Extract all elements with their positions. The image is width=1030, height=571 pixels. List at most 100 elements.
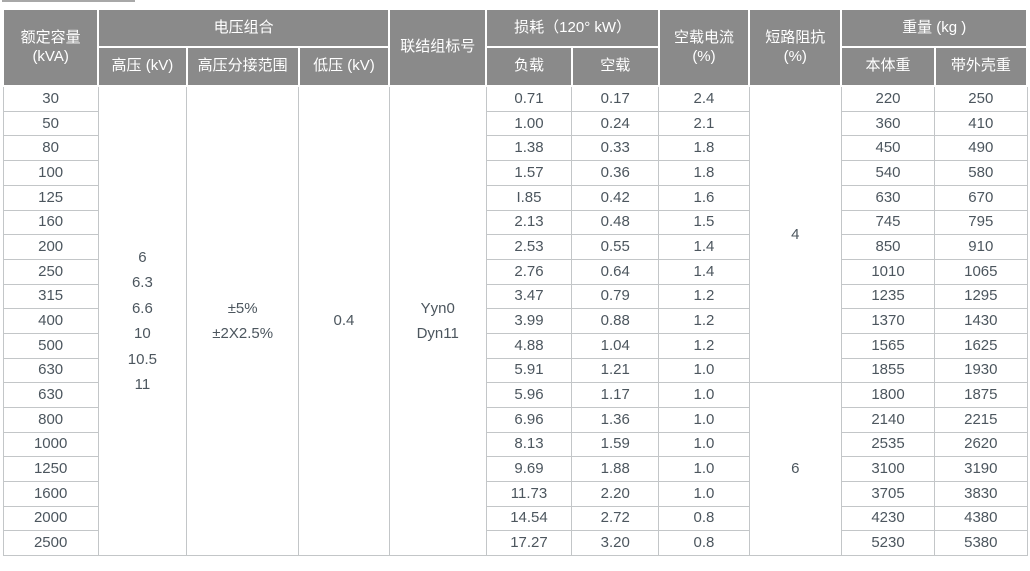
- table-row: 630 5.96 1.17 1.0 6 1800 1875: [2, 382, 1028, 556]
- cell-rated-capacity: 1000: [2, 431, 99, 458]
- cell-body-weight: 1370: [840, 308, 936, 334]
- cell-rated-capacity: 630: [2, 382, 99, 408]
- cell-high-voltage: 6 6.3 6.6 10 10.5 11: [97, 85, 188, 556]
- cell-rated-capacity: 1250: [2, 456, 99, 482]
- cell-shell-weight: 910: [934, 234, 1028, 260]
- cell-no-load-loss: 1.04: [571, 332, 660, 359]
- cell-shell-weight: 5380: [934, 530, 1028, 556]
- cell-shell-weight: 250: [934, 85, 1028, 112]
- cell-no-load-current: 2.1: [658, 110, 750, 137]
- cell-no-load-loss: 0.33: [571, 135, 660, 162]
- cell-body-weight: 850: [840, 234, 936, 260]
- cell-no-load-loss: 0.42: [571, 184, 660, 211]
- cell-no-load-loss: 3.20: [571, 530, 660, 556]
- cell-rated-capacity: 500: [2, 332, 99, 359]
- cell-body-weight: 360: [840, 110, 936, 137]
- cell-no-load-current: 1.4: [658, 258, 750, 285]
- cell-no-load-loss: 0.64: [571, 258, 660, 285]
- cell-load-loss: 11.73: [485, 480, 573, 507]
- cell-load-loss: 14.54: [485, 505, 573, 532]
- cell-shell-weight: 1295: [934, 283, 1028, 310]
- cell-no-load-current: 1.6: [658, 184, 750, 211]
- header-load-loss: 负载: [485, 46, 573, 87]
- cell-no-load-loss: 1.36: [571, 406, 660, 433]
- table-row: 30 6 6.3 6.6 10 10.5 11 ±5% ±2X2.5% 0.4 Yyn0…: [2, 85, 1028, 556]
- cell-rated-capacity: 315: [2, 283, 99, 310]
- cell-impedance: 6: [748, 382, 842, 556]
- cell-load-loss: 17.27: [485, 530, 573, 556]
- cell-no-load-loss: 0.36: [571, 160, 660, 186]
- cell-no-load-current: 1.5: [658, 209, 750, 236]
- cell-shell-weight: 4380: [934, 505, 1028, 532]
- cell-body-weight: 4230: [840, 505, 936, 532]
- cell-rated-capacity: 1600: [2, 480, 99, 507]
- cell-rated-capacity: 160: [2, 209, 99, 236]
- cell-shell-weight: 2620: [934, 431, 1028, 458]
- cell-no-load-loss: 1.17: [571, 382, 660, 408]
- cell-body-weight: 2140: [840, 406, 936, 433]
- cell-load-loss: 1.57: [485, 160, 573, 186]
- table-header: 额定容量 (kVA) 电压组合 联结组标号 损耗（120° kW） 空载电流 (…: [1, 8, 1029, 87]
- cell-body-weight: 1235: [840, 283, 936, 310]
- cell-body-weight: 220: [840, 85, 936, 112]
- header-rated-capacity: 额定容量 (kVA): [1, 8, 100, 87]
- cell-body-weight: 3705: [840, 480, 936, 507]
- header-no-load-current: 空载电流 (%): [657, 8, 751, 87]
- table-row: 400 3.99 0.88 1.2 1370 1430: [2, 308, 1028, 334]
- cell-no-load-loss: 1.21: [571, 357, 660, 384]
- cell-no-load-loss: 0.24: [571, 110, 660, 137]
- table-body: 30 6 6.3 6.6 10 10.5 11 ±5% ±2X2.5% 0.4 Yyn0…: [2, 85, 1028, 556]
- cell-body-weight: 745: [840, 209, 936, 236]
- cell-no-load-loss: 0.48: [571, 209, 660, 236]
- cell-shell-weight: 3190: [934, 456, 1028, 482]
- cell-body-weight: 1010: [840, 258, 936, 285]
- cell-body-weight: 2535: [840, 431, 936, 458]
- cell-no-load-current: 1.2: [658, 308, 750, 334]
- cell-no-load-current: 1.2: [658, 283, 750, 310]
- cell-load-loss: I.85: [485, 184, 573, 211]
- cell-no-load-loss: 1.88: [571, 456, 660, 482]
- cell-no-load-current: 2.4: [658, 85, 750, 112]
- table-row: 80 1.38 0.33 1.8 450 490: [2, 135, 1028, 162]
- table-row: 1250 9.69 1.88 1.0 3100 3190: [2, 456, 1028, 482]
- cell-rated-capacity: 50: [2, 110, 99, 137]
- cell-no-load-current: 1.0: [658, 406, 750, 433]
- cell-shell-weight: 1430: [934, 308, 1028, 334]
- transformer-spec-table: 额定容量 (kVA) 电压组合 联结组标号 损耗（120° kW） 空载电流 (…: [1, 8, 1029, 556]
- table-row: 2500 17.27 3.20 0.8 5230 5380: [2, 530, 1028, 556]
- table-row: 100 1.57 0.36 1.8 540 580: [2, 160, 1028, 186]
- cell-load-loss: 5.91: [485, 357, 573, 384]
- cell-shell-weight: 670: [934, 184, 1028, 211]
- cell-body-weight: 3100: [840, 456, 936, 482]
- cell-no-load-current: 1.0: [658, 357, 750, 384]
- table-row: 50 1.00 0.24 2.1 360 410: [2, 110, 1028, 137]
- cell-load-loss: 4.88: [485, 332, 573, 359]
- cell-shell-weight: 410: [934, 110, 1028, 137]
- header-high-voltage: 高压 (kV): [97, 46, 188, 87]
- cell-shell-weight: 3830: [934, 480, 1028, 507]
- cell-body-weight: 5230: [840, 530, 936, 556]
- cell-rated-capacity: 80: [2, 135, 99, 162]
- header-voltage-group: 电压组合: [97, 8, 391, 48]
- table-row: 2000 14.54 2.72 0.8 4230 4380: [2, 505, 1028, 532]
- cell-shell-weight: 795: [934, 209, 1028, 236]
- cell-no-load-loss: 2.20: [571, 480, 660, 507]
- header-no-load-loss: 空载: [570, 46, 660, 87]
- header-low-voltage: 低压 (kV): [297, 46, 391, 87]
- cell-load-loss: 1.00: [485, 110, 573, 137]
- cell-shell-weight: 580: [934, 160, 1028, 186]
- cell-no-load-current: 1.0: [658, 456, 750, 482]
- cell-no-load-current: 1.0: [658, 480, 750, 507]
- cell-shell-weight: 1625: [934, 332, 1028, 359]
- header-short-circuit-impedance: 短路阻抗 (%): [748, 8, 843, 87]
- cell-no-load-current: 1.4: [658, 234, 750, 260]
- cell-no-load-loss: 0.17: [571, 85, 660, 112]
- cell-connection-symbol: Yyn0 Dyn11: [388, 85, 487, 556]
- cell-no-load-loss: 1.59: [571, 431, 660, 458]
- cell-rated-capacity: 200: [2, 234, 99, 260]
- cell-load-loss: 5.96: [485, 382, 573, 408]
- table-row: 630 5.91 1.21 1.0 1855 1930: [2, 357, 1028, 384]
- cell-rated-capacity: 2000: [2, 505, 99, 532]
- cell-body-weight: 1565: [840, 332, 936, 359]
- cell-rated-capacity: 400: [2, 308, 99, 334]
